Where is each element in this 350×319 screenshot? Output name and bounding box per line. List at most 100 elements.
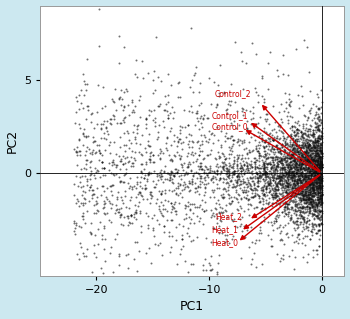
Point [113,202,119,207]
Point [316,138,322,144]
Point [239,106,245,111]
Point [306,172,312,177]
Point [101,223,107,228]
Point [306,195,312,200]
Point [297,159,302,164]
Point [268,219,274,224]
Point [73,200,79,205]
Point [276,179,282,184]
Point [266,182,272,187]
Point [244,166,250,171]
Point [286,181,292,186]
Point [309,201,315,206]
Point [298,159,303,164]
Point [316,182,322,187]
Point [315,174,320,179]
Point [315,151,320,156]
Point [277,147,283,152]
Point [284,191,289,196]
Point [301,197,306,202]
Point [150,152,156,158]
Point [318,180,324,185]
Point [229,133,234,138]
Point [290,164,296,169]
Point [96,158,102,163]
Point [261,164,267,169]
Point [273,164,279,169]
Point [317,162,322,167]
Point [273,143,279,148]
Point [97,150,103,155]
Point [298,219,304,224]
Point [82,127,87,132]
Point [82,173,88,178]
Point [314,230,320,235]
Point [317,178,323,183]
Point [217,209,222,214]
Point [245,177,251,182]
Point [268,166,274,171]
Point [232,177,238,182]
Point [245,180,251,185]
Point [267,179,273,184]
Point [182,124,188,130]
Point [254,149,260,154]
Point [301,226,307,231]
Point [319,191,324,196]
Point [196,192,202,197]
Point [173,167,178,172]
Point [148,189,154,194]
Point [262,153,268,158]
Point [282,90,287,95]
Point [83,133,89,138]
Point [171,174,176,179]
Point [83,254,89,259]
Point [302,165,308,170]
Text: Control_2: Control_2 [215,89,251,98]
Point [298,191,304,196]
Point [314,147,320,152]
Point [303,158,309,163]
Point [297,194,303,199]
Point [305,128,310,133]
Point [317,194,323,199]
Point [264,187,269,192]
Point [273,143,279,148]
Point [238,182,243,187]
Point [143,116,149,121]
Point [280,185,286,190]
Point [222,133,228,138]
Point [303,148,309,153]
Point [318,189,323,194]
Point [202,174,208,179]
Point [304,137,309,142]
Point [161,224,167,229]
Point [291,158,296,163]
Point [312,143,317,148]
Point [274,218,279,223]
Point [303,177,308,182]
Point [305,143,310,148]
Point [317,214,323,219]
Point [224,174,229,179]
Point [73,110,78,115]
Point [177,136,182,141]
Point [272,190,278,195]
Point [254,187,260,192]
Point [316,171,321,176]
Point [279,175,284,180]
Point [240,166,246,171]
Point [291,132,297,137]
Point [219,210,224,215]
Point [210,141,215,146]
Point [157,146,163,151]
Point [315,158,321,163]
Point [301,155,307,160]
Point [314,178,320,183]
Point [297,157,303,162]
Point [306,162,312,167]
Point [302,188,307,193]
Point [283,184,289,189]
Point [104,195,109,200]
Point [309,145,314,150]
